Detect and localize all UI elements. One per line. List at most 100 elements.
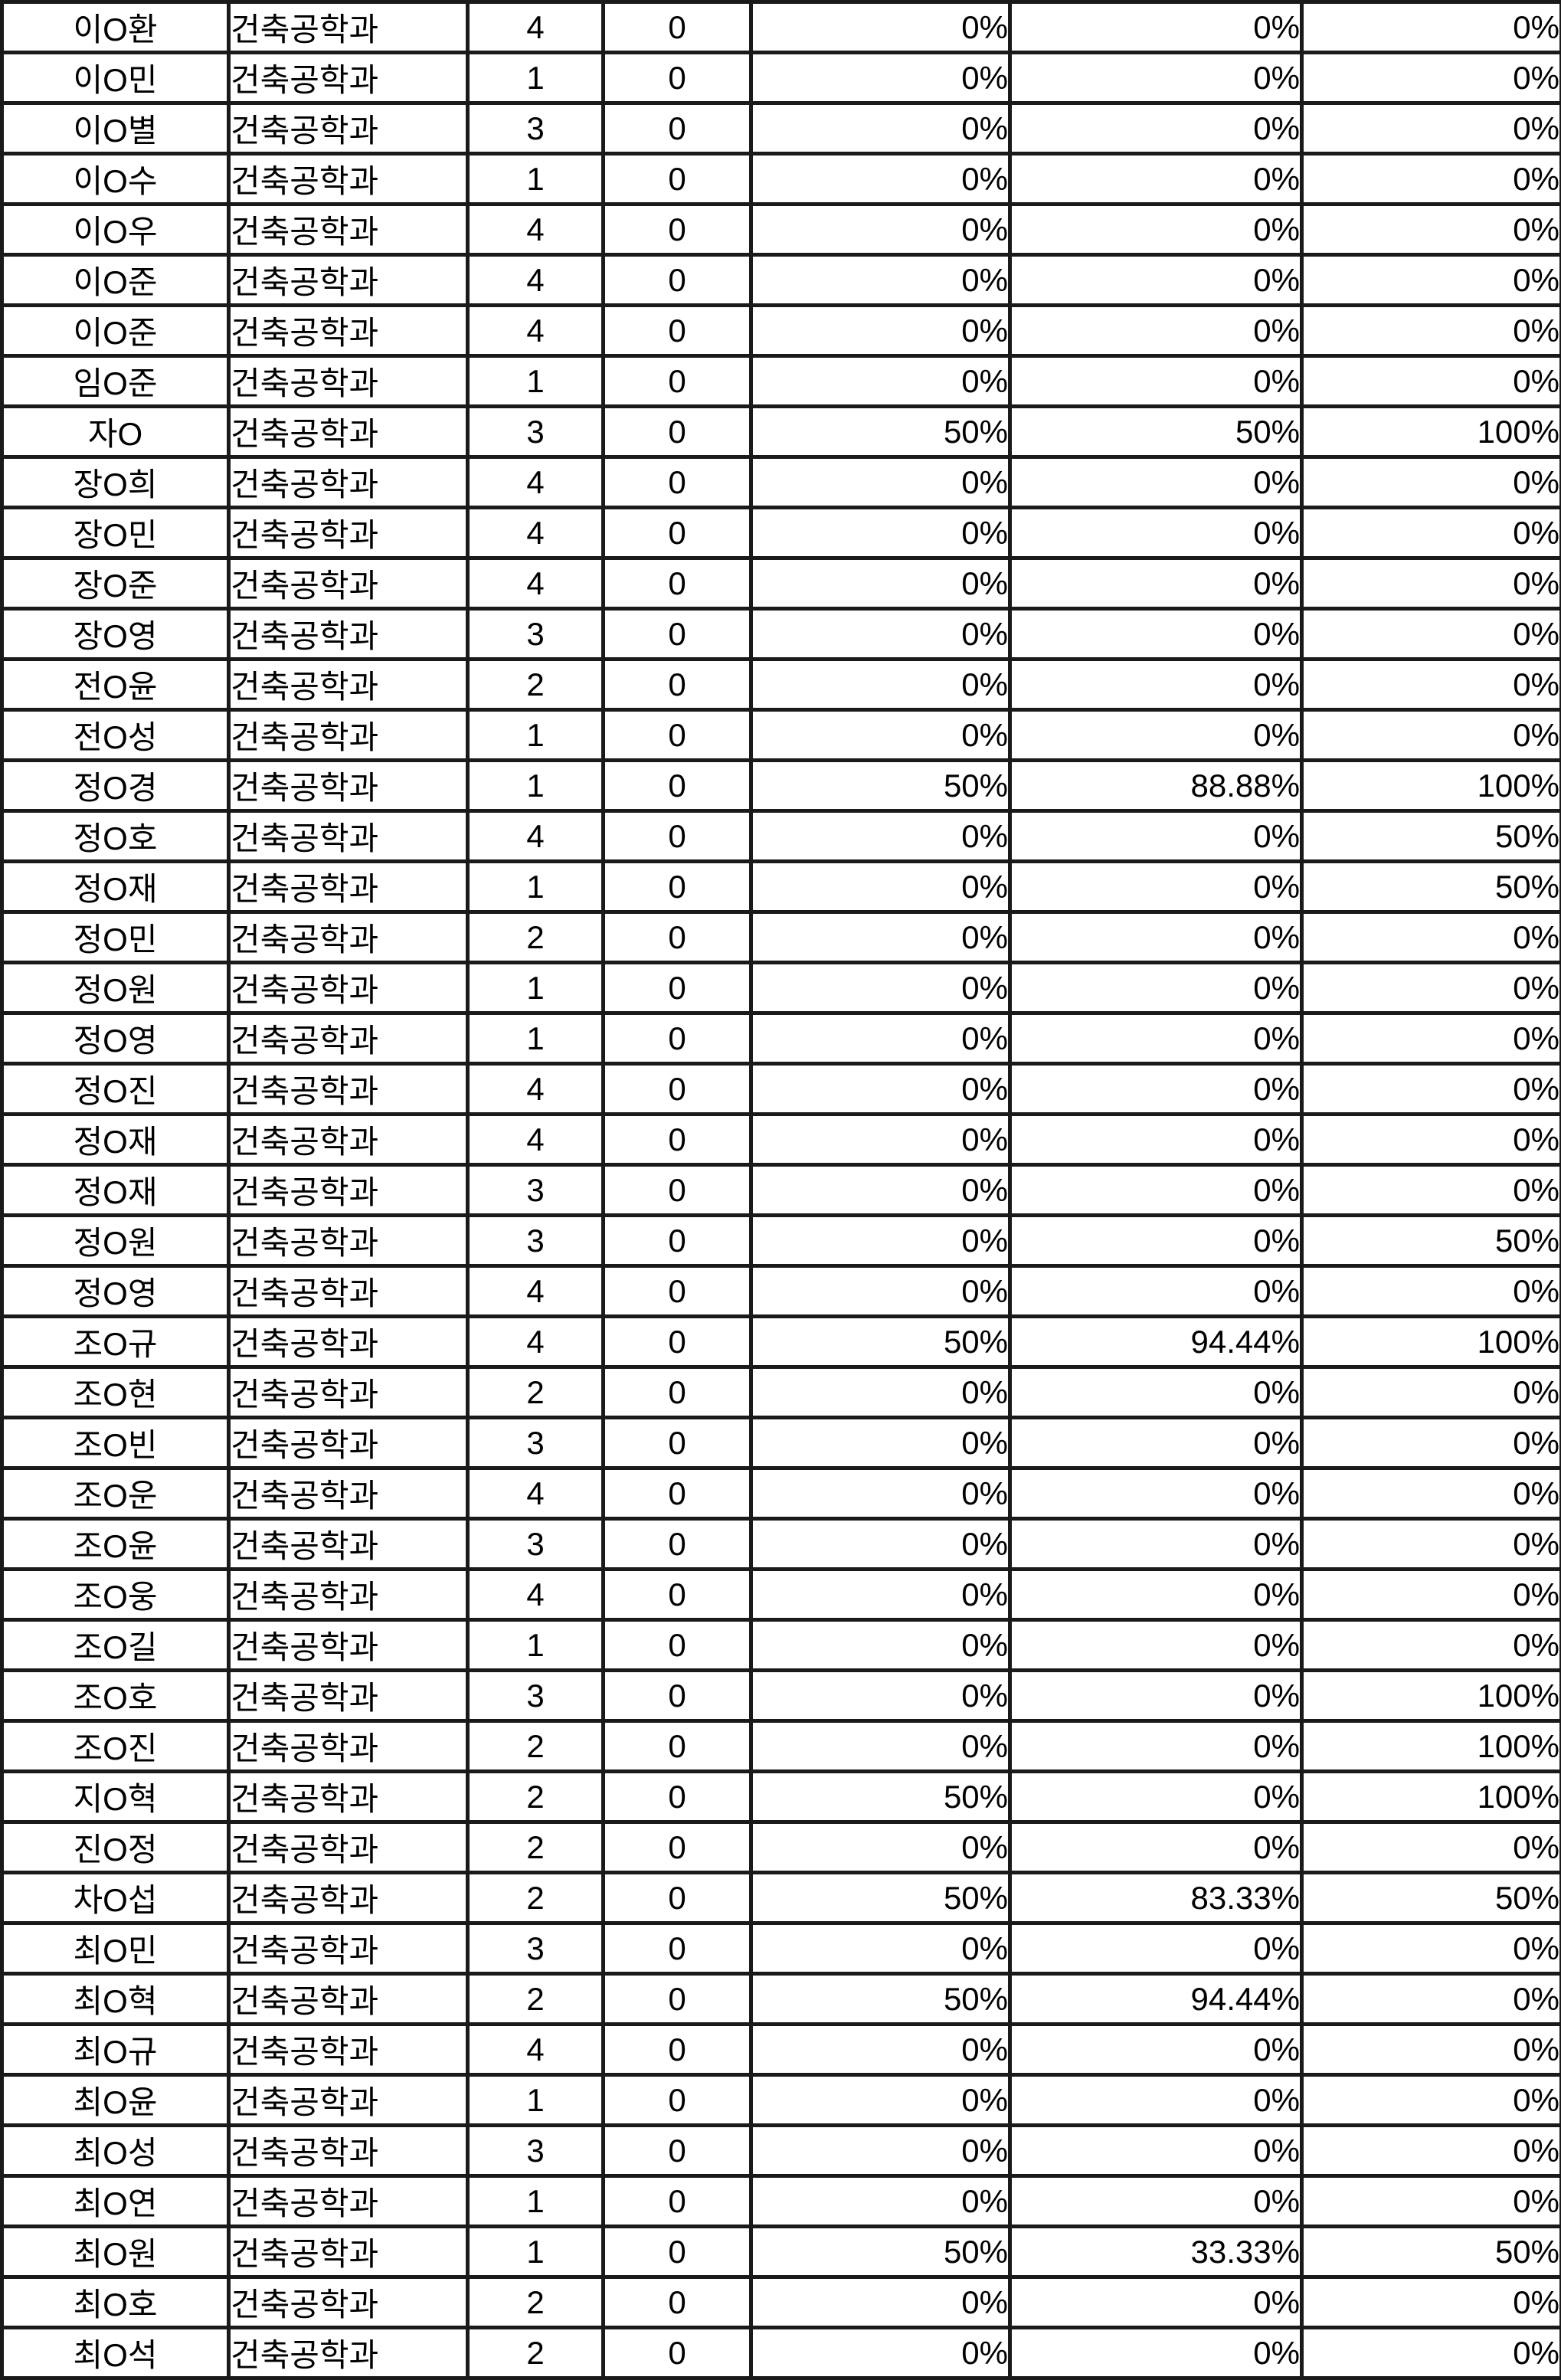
department-cell: 건축공학과 xyxy=(229,609,468,660)
count-cell: 0 xyxy=(604,1418,751,1468)
count-cell: 0 xyxy=(604,912,751,963)
attendance-rate-2-cell: 0% xyxy=(1010,1923,1302,1974)
table-row: 조O길 건축공학과 1 0 0% 0% 0% xyxy=(2,1620,1561,1671)
table-row: 최O윤 건축공학과 1 0 0% 0% 0% xyxy=(2,2075,1561,2126)
grade-cell: 1 xyxy=(468,2176,604,2227)
department-cell: 건축공학과 xyxy=(229,205,468,255)
department-cell: 건축공학과 xyxy=(229,407,468,457)
attendance-rate-3-cell: 100% xyxy=(1302,1772,1561,1822)
attendance-rate-2-cell: 0% xyxy=(1010,1721,1302,1772)
student-name-cell: 전O윤 xyxy=(2,660,229,710)
attendance-rate-1-cell: 0% xyxy=(751,508,1010,558)
attendance-rate-3-cell: 0% xyxy=(1302,508,1561,558)
student-name-cell: 조O규 xyxy=(2,1317,229,1367)
attendance-rate-1-cell: 50% xyxy=(751,407,1010,457)
attendance-rate-3-cell: 100% xyxy=(1302,407,1561,457)
student-name-cell: 조O운 xyxy=(2,1468,229,1519)
department-cell: 건축공학과 xyxy=(229,1772,468,1822)
student-name-cell: 조O윤 xyxy=(2,1519,229,1570)
count-cell: 0 xyxy=(604,558,751,609)
department-cell: 건축공학과 xyxy=(229,154,468,205)
table-row: 정O호 건축공학과 4 0 0% 0% 50% xyxy=(2,811,1561,862)
attendance-rate-1-cell: 0% xyxy=(751,1367,1010,1418)
table-row: 최O규 건축공학과 4 0 0% 0% 0% xyxy=(2,2025,1561,2075)
count-cell: 0 xyxy=(604,1013,751,1064)
table-row: 정O영 건축공학과 1 0 0% 0% 0% xyxy=(2,1013,1561,1064)
attendance-rate-2-cell: 0% xyxy=(1010,2328,1302,2378)
department-cell: 건축공학과 xyxy=(229,356,468,407)
attendance-rate-2-cell: 0% xyxy=(1010,1519,1302,1570)
table-row: 조O호 건축공학과 3 0 0% 0% 100% xyxy=(2,1671,1561,1721)
attendance-rate-1-cell: 0% xyxy=(751,1822,1010,1873)
attendance-rate-3-cell: 0% xyxy=(1302,255,1561,306)
grade-cell: 4 xyxy=(468,1115,604,1165)
attendance-rate-3-cell: 0% xyxy=(1302,103,1561,154)
attendance-rate-1-cell: 50% xyxy=(751,1772,1010,1822)
attendance-rate-2-cell: 0% xyxy=(1010,1418,1302,1468)
count-cell: 0 xyxy=(604,2176,751,2227)
attendance-rate-2-cell: 0% xyxy=(1010,660,1302,710)
attendance-rate-1-cell: 0% xyxy=(751,1671,1010,1721)
department-cell: 건축공학과 xyxy=(229,306,468,356)
grade-cell: 1 xyxy=(468,761,604,811)
table-row: 정O재 건축공학과 4 0 0% 0% 0% xyxy=(2,1115,1561,1165)
student-name-cell: 조O현 xyxy=(2,1367,229,1418)
student-name-cell: 정O호 xyxy=(2,811,229,862)
student-name-cell: 장O영 xyxy=(2,609,229,660)
department-cell: 건축공학과 xyxy=(229,1115,468,1165)
student-name-cell: 장O준 xyxy=(2,558,229,609)
student-name-cell: 지O혁 xyxy=(2,1772,229,1822)
count-cell: 0 xyxy=(604,862,751,912)
attendance-rate-2-cell: 0% xyxy=(1010,609,1302,660)
attendance-rate-2-cell: 0% xyxy=(1010,2075,1302,2126)
attendance-rate-1-cell: 0% xyxy=(751,2328,1010,2378)
student-name-cell: 이O별 xyxy=(2,103,229,154)
attendance-rate-2-cell: 0% xyxy=(1010,2277,1302,2328)
attendance-rate-2-cell: 0% xyxy=(1010,103,1302,154)
student-name-cell: 정O경 xyxy=(2,761,229,811)
student-name-cell: 장O희 xyxy=(2,457,229,508)
attendance-rate-3-cell: 0% xyxy=(1302,1519,1561,1570)
department-cell: 건축공학과 xyxy=(229,2227,468,2277)
table-row: 장O영 건축공학과 3 0 0% 0% 0% xyxy=(2,609,1561,660)
attendance-rate-2-cell: 0% xyxy=(1010,1216,1302,1266)
table-row: 진O정 건축공학과 2 0 0% 0% 0% xyxy=(2,1822,1561,1873)
grade-cell: 3 xyxy=(468,1418,604,1468)
grade-cell: 4 xyxy=(468,1468,604,1519)
count-cell: 0 xyxy=(604,2126,751,2176)
attendance-rate-3-cell: 0% xyxy=(1302,53,1561,103)
department-cell: 건축공학과 xyxy=(229,862,468,912)
table-row: 조O빈 건축공학과 3 0 0% 0% 0% xyxy=(2,1418,1561,1468)
student-name-cell: 조O진 xyxy=(2,1721,229,1772)
grade-cell: 3 xyxy=(468,1923,604,1974)
student-name-cell: 전O성 xyxy=(2,710,229,761)
table-row: 조O규 건축공학과 4 0 50% 94.44% 100% xyxy=(2,1317,1561,1367)
count-cell: 0 xyxy=(604,963,751,1013)
count-cell: 0 xyxy=(604,1721,751,1772)
table-row: 이O민 건축공학과 1 0 0% 0% 0% xyxy=(2,53,1561,103)
student-name-cell: 이O수 xyxy=(2,154,229,205)
attendance-rate-1-cell: 50% xyxy=(751,761,1010,811)
department-cell: 건축공학과 xyxy=(229,2126,468,2176)
student-name-cell: 정O원 xyxy=(2,1216,229,1266)
department-cell: 건축공학과 xyxy=(229,508,468,558)
department-cell: 건축공학과 xyxy=(229,912,468,963)
attendance-rate-3-cell: 50% xyxy=(1302,862,1561,912)
grade-cell: 4 xyxy=(468,1266,604,1317)
table-row: 장O준 건축공학과 4 0 0% 0% 0% xyxy=(2,558,1561,609)
count-cell: 0 xyxy=(604,1671,751,1721)
attendance-rate-1-cell: 0% xyxy=(751,811,1010,862)
count-cell: 0 xyxy=(604,1468,751,1519)
grade-cell: 4 xyxy=(468,558,604,609)
grade-cell: 4 xyxy=(468,306,604,356)
attendance-rate-1-cell: 50% xyxy=(751,2227,1010,2277)
attendance-rate-2-cell: 0% xyxy=(1010,862,1302,912)
attendance-rate-1-cell: 0% xyxy=(751,1418,1010,1468)
table-row: 이O수 건축공학과 1 0 0% 0% 0% xyxy=(2,154,1561,205)
attendance-rate-2-cell: 0% xyxy=(1010,1013,1302,1064)
department-cell: 건축공학과 xyxy=(229,1064,468,1115)
attendance-rate-1-cell: 0% xyxy=(751,912,1010,963)
attendance-rate-2-cell: 94.44% xyxy=(1010,1317,1302,1367)
attendance-rate-2-cell: 33.33% xyxy=(1010,2227,1302,2277)
grade-cell: 4 xyxy=(468,2025,604,2075)
